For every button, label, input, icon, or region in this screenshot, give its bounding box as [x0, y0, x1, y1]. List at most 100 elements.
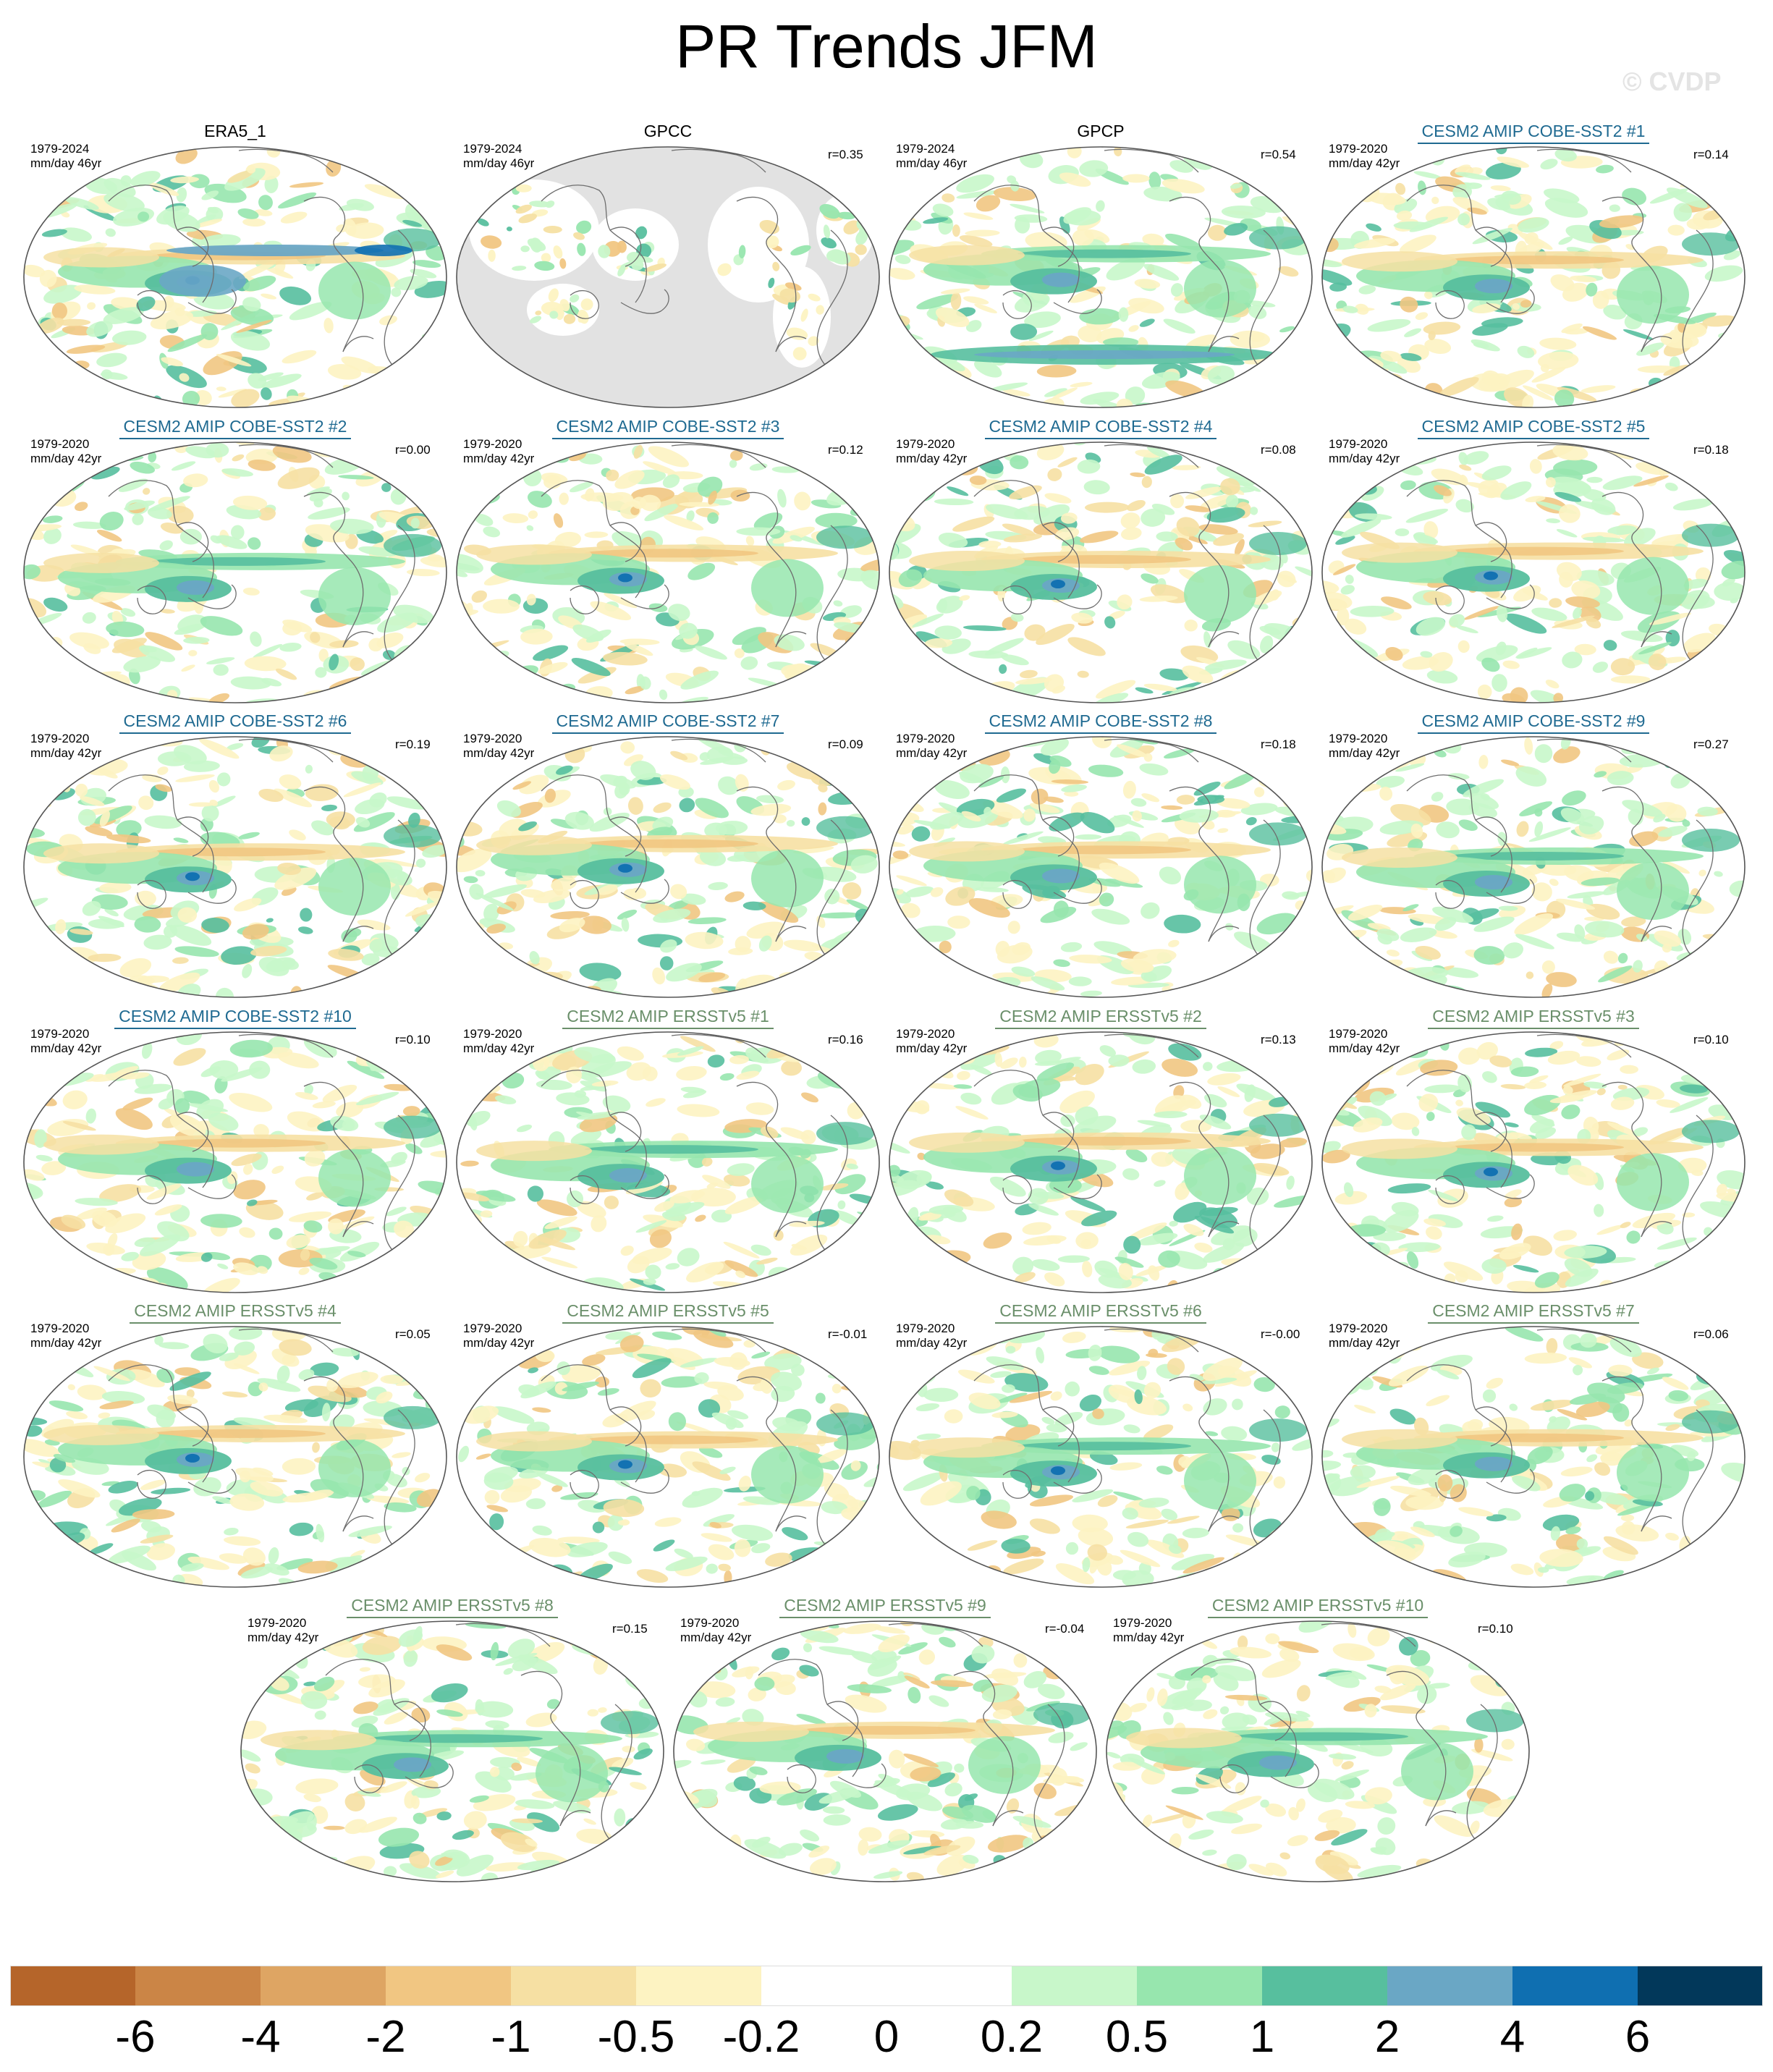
panel-years: 1979-2020: [463, 1027, 522, 1041]
map-panel: CESM2 AMIP COBE-SST2 #9 1979-2020 mm/day 4…: [1320, 711, 1747, 1001]
panel-years: 1979-2020: [30, 1322, 90, 1335]
map-panel: CESM2 AMIP COBE-SST2 #6 1979-2020 mm/day 4…: [22, 711, 449, 1001]
panel-title: CESM2 AMIP COBE-SST2 #6: [22, 711, 449, 734]
panel-years: 1979-2020: [1329, 732, 1388, 745]
colorbar-tick-label: 1: [1249, 2012, 1275, 2062]
trend-map: [23, 146, 447, 408]
panel-units: mm/day 42yr: [30, 452, 102, 465]
panel-years: 1979-2020: [896, 1322, 955, 1335]
colorbar-tick-label: 4: [1499, 2012, 1526, 2062]
panel-title: CESM2 AMIP ERSSTv5 #4: [22, 1301, 449, 1324]
panel-title: ERA5_1: [204, 122, 266, 140]
trend-map: [23, 736, 447, 998]
colorbar-swatch: [761, 1966, 887, 2006]
globe-outline: [1321, 736, 1746, 998]
globe-outline: [889, 146, 1313, 408]
coastlines: [1406, 480, 1714, 661]
panel-units: mm/day 42yr: [1329, 452, 1400, 465]
trend-map: [1321, 1031, 1746, 1293]
panel-title: CESM2 AMIP ERSSTv5 #3: [1320, 1007, 1747, 1029]
pattern-correlation: r=0.10: [1693, 1033, 1729, 1046]
colorbar-tick-label: 0: [873, 2012, 900, 2062]
colorbar-swatch: [1262, 1966, 1388, 2006]
coastlines: [973, 1364, 1281, 1545]
panel-title: GPCC: [643, 122, 693, 140]
trend-map: [1321, 441, 1746, 703]
globe-outline: [1321, 441, 1746, 703]
globe-outline: [1321, 1326, 1746, 1588]
trend-map: [889, 1326, 1313, 1588]
globe-outline: [1321, 1031, 1746, 1293]
coastlines: [1406, 1070, 1714, 1251]
coastlines: [973, 774, 1281, 955]
pattern-correlation: r=0.35: [828, 148, 863, 161]
coastlines: [1406, 185, 1714, 365]
map-panel: CESM2 AMIP COBE-SST2 #7 1979-2020 mm/day 4…: [454, 711, 881, 1001]
panel-units: mm/day 42yr: [1329, 156, 1400, 170]
panel-years: 1979-2024: [30, 142, 90, 156]
map-panel: CESM2 AMIP COBE-SST2 #2 1979-2020 mm/day 4…: [22, 417, 449, 706]
panel-units: mm/day 42yr: [30, 746, 102, 760]
coastlines: [758, 1659, 1065, 1840]
coastlines: [1190, 1659, 1498, 1840]
colorbar-swatch: [10, 1966, 136, 2006]
globe-outline: [456, 441, 880, 703]
pattern-correlation: r=-0.00: [1261, 1327, 1300, 1341]
globe-outline: [889, 441, 1313, 703]
coastlines: [1406, 774, 1714, 955]
coastlines: [1406, 1364, 1714, 1545]
panel-years: 1979-2020: [463, 732, 522, 745]
colorbar-tick-label: 6: [1625, 2012, 1651, 2062]
map-panel: ERA5_1 1979-2024 mm/day 46yr: [22, 122, 449, 411]
map-panel: CESM2 AMIP ERSSTv5 #7 1979-2020 mm/day 42y…: [1320, 1301, 1747, 1591]
panel-title: CESM2 AMIP ERSSTv5 #2: [887, 1007, 1314, 1029]
colorbar-tick-label: 0.5: [1105, 2012, 1169, 2062]
coastlines: [541, 1364, 848, 1545]
panel-years: 1979-2020: [463, 1322, 522, 1335]
trend-map: [889, 146, 1313, 408]
cvdp-watermark: © CVDP: [1622, 67, 1722, 96]
pattern-correlation: r=0.54: [1261, 148, 1296, 161]
pattern-correlation: r=0.16: [828, 1033, 863, 1046]
panel-years: 1979-2020: [896, 437, 955, 451]
globe-outline: [889, 1031, 1313, 1293]
panel-title: CESM2 AMIP ERSSTv5 #10: [1104, 1596, 1531, 1618]
colorbar-swatch: [1137, 1966, 1263, 2006]
panel-years: 1979-2024: [463, 142, 522, 156]
map-panel: CESM2 AMIP COBE-SST2 #1 1979-2020 mm/day 4…: [1320, 122, 1747, 411]
panel-units: mm/day 42yr: [1113, 1631, 1185, 1644]
coastlines: [541, 185, 848, 365]
globe-outline: [889, 736, 1313, 998]
map-panel: CESM2 AMIP ERSSTv5 #2 1979-2020 mm/day 42y…: [887, 1007, 1314, 1296]
panel-title: CESM2 AMIP COBE-SST2 #3: [454, 417, 881, 439]
map-panel: CESM2 AMIP ERSSTv5 #3 1979-2020 mm/day 42y…: [1320, 1007, 1747, 1296]
colorbar-swatch: [1638, 1966, 1763, 2006]
coastlines: [108, 774, 415, 955]
colorbar-tick-label: -4: [240, 2012, 281, 2062]
panel-years: 1979-2020: [1329, 1027, 1388, 1041]
trend-map: [1106, 1620, 1530, 1882]
panel-years: 1979-2020: [1329, 437, 1388, 451]
trend-map: [23, 441, 447, 703]
panel-years: 1979-2020: [1329, 142, 1388, 156]
coastlines: [108, 1070, 415, 1251]
map-panel: CESM2 AMIP COBE-SST2 #8 1979-2020 mm/day 4…: [887, 711, 1314, 1001]
panel-years: 1979-2024: [896, 142, 955, 156]
panel-title: CESM2 AMIP COBE-SST2 #1: [1320, 122, 1747, 144]
panel-years: 1979-2020: [896, 1027, 955, 1041]
panel-units: mm/day 42yr: [896, 1041, 968, 1055]
panel-units: mm/day 42yr: [896, 1336, 968, 1350]
map-panel: CESM2 AMIP ERSSTv5 #9 1979-2020 mm/day 42y…: [672, 1596, 1099, 1885]
trend-map: [889, 1031, 1313, 1293]
trend-map: [23, 1326, 447, 1588]
trend-map: [240, 1620, 664, 1882]
panel-units: mm/day 42yr: [896, 746, 968, 760]
panel-years: 1979-2020: [896, 732, 955, 745]
panel-title: CESM2 AMIP COBE-SST2 #2: [22, 417, 449, 439]
pattern-correlation: r=0.10: [395, 1033, 431, 1046]
globe-outline: [23, 1326, 447, 1588]
panel-units: mm/day 42yr: [1329, 746, 1400, 760]
colorbar-swatch: [636, 1966, 762, 2006]
panel-units: mm/day 42yr: [463, 1336, 535, 1350]
trend-map: [456, 146, 880, 408]
